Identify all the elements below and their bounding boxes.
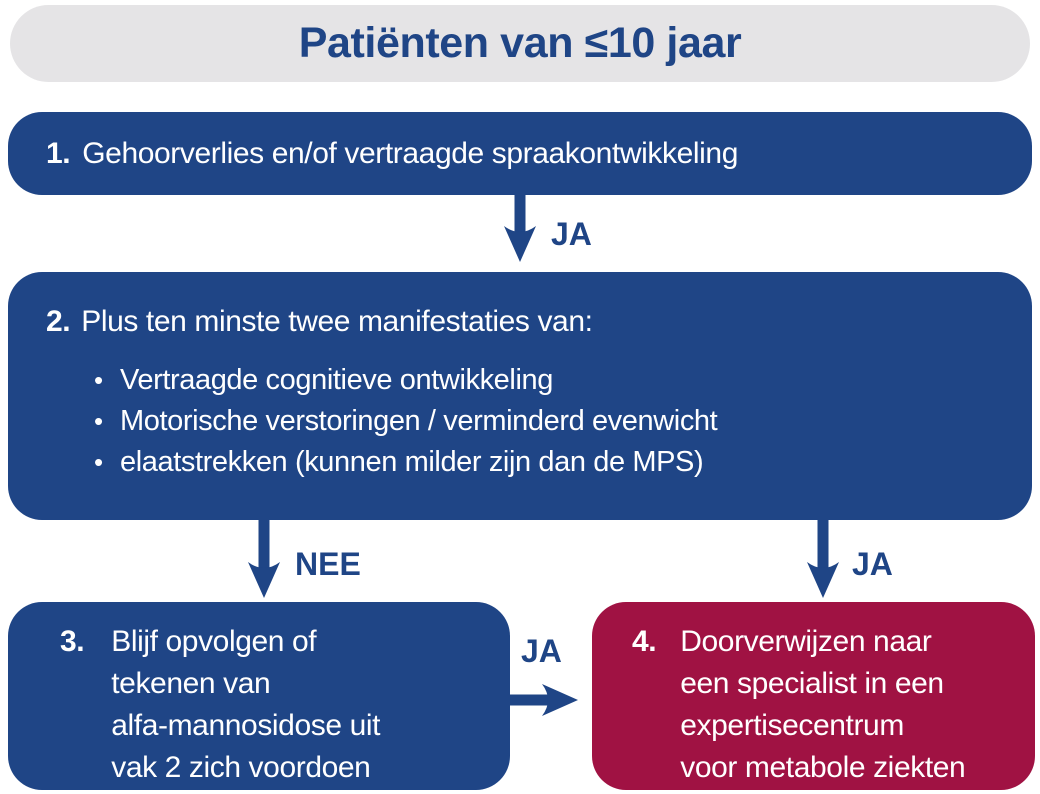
step-3-line: alfa-mannosidose uit bbox=[111, 709, 381, 742]
step-1-text: Gehoorverlies en/of vertraagde spraakont… bbox=[82, 136, 739, 170]
page-title: Patiënten van ≤10 jaar bbox=[298, 19, 742, 67]
arrow-down-step2-to-step4-icon bbox=[807, 520, 839, 598]
bullet-text: elaatstrekken (kunnen milder zijn dan de… bbox=[120, 446, 704, 478]
step-4-box: 4. Doorverwijzen naar een specialist in … bbox=[592, 602, 1035, 790]
step-3-line: Blijf opvolgen of bbox=[111, 625, 317, 658]
arrow-label-ja-3: JA bbox=[521, 633, 562, 669]
arrow-label-ja-1: JA bbox=[551, 216, 592, 252]
step-2-heading: 2. Plus ten minste twee manifestaties va… bbox=[46, 305, 1002, 339]
step-1-number: 1. bbox=[46, 136, 71, 170]
step-3-line: vak 2 zich voordoen bbox=[111, 751, 371, 784]
arrow-label-nee: NEE bbox=[295, 546, 361, 582]
bullet-text: Motorische verstoringen / verminderd eve… bbox=[120, 405, 718, 437]
arrow-down-step1-to-step2-icon bbox=[504, 195, 536, 262]
step-2-heading-text: Plus ten minste twee manifestaties van: bbox=[81, 305, 593, 338]
step-2-bullet-list: Vertraagde cognitieve ontwikkeling Motor… bbox=[94, 360, 1002, 483]
step-4-number: 4. bbox=[632, 625, 657, 658]
arrow-label-ja-2: JA bbox=[852, 546, 893, 582]
bullet-text: Vertraagde cognitieve ontwikkeling bbox=[120, 364, 553, 396]
list-item: Motorische verstoringen / verminderd eve… bbox=[94, 401, 1002, 442]
step-3-text: Blijf opvolgen of tekenen van alfa-manno… bbox=[111, 621, 380, 790]
list-item: Vertraagde cognitieve ontwikkeling bbox=[94, 360, 1002, 401]
step-3-number: 3. bbox=[60, 625, 85, 658]
step-4-line: een specialist in een bbox=[680, 667, 944, 700]
step-4-line: Doorverwijzen naar bbox=[680, 625, 932, 658]
step-2-box: 2. Plus ten minste twee manifestaties va… bbox=[8, 272, 1032, 520]
bullet-dot-icon bbox=[94, 401, 120, 442]
step-2-number: 2. bbox=[46, 305, 71, 338]
title-banner: Patiënten van ≤10 jaar bbox=[10, 5, 1030, 82]
step-3-line: tekenen van bbox=[111, 667, 271, 700]
bullet-dot-icon bbox=[94, 442, 120, 483]
arrow-right-step3-to-step4-icon bbox=[510, 684, 578, 716]
step-1-box: 1. Gehoorverlies en/of vertraagde spraak… bbox=[8, 112, 1032, 195]
step-3-box: 3. Blijf opvolgen of tekenen van alfa-ma… bbox=[8, 602, 510, 790]
step-4-line: voor metabole ziekten bbox=[680, 751, 966, 784]
bullet-dot-icon bbox=[94, 360, 120, 401]
step-4-text: Doorverwijzen naar een specialist in een… bbox=[680, 621, 966, 790]
list-item: elaatstrekken (kunnen milder zijn dan de… bbox=[94, 442, 1002, 483]
arrow-down-step2-to-step3-icon bbox=[248, 520, 280, 598]
step-4-line: expertisecentrum bbox=[680, 709, 904, 742]
